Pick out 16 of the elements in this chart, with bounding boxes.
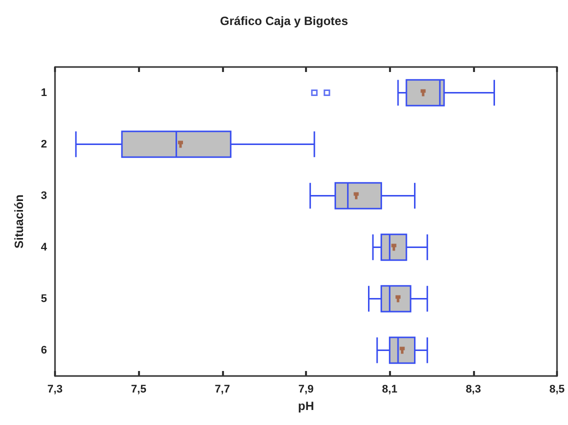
y-tick-label: 6: [40, 344, 47, 356]
x-tick-label: 7,9: [298, 384, 314, 396]
chart-title: Gráfico Caja y Bigotes: [220, 14, 348, 28]
x-tick-label: 8,1: [382, 384, 398, 396]
x-tick-label: 8,5: [549, 384, 565, 396]
x-tick-label: 7,7: [214, 384, 230, 396]
x-tick-label: 7,3: [47, 384, 63, 396]
x-tick-label: 7,5: [131, 384, 146, 396]
x-tick-label: 8,3: [466, 384, 481, 396]
y-tick-label: 3: [40, 190, 47, 202]
y-tick-label: 2: [40, 138, 47, 150]
y-tick-label: 5: [40, 292, 47, 305]
y-axis-title: Situación: [12, 194, 26, 249]
y-tick-label: 4: [40, 241, 48, 254]
y-tick-label: 1: [40, 86, 47, 99]
x-axis-title: pH: [298, 399, 314, 413]
